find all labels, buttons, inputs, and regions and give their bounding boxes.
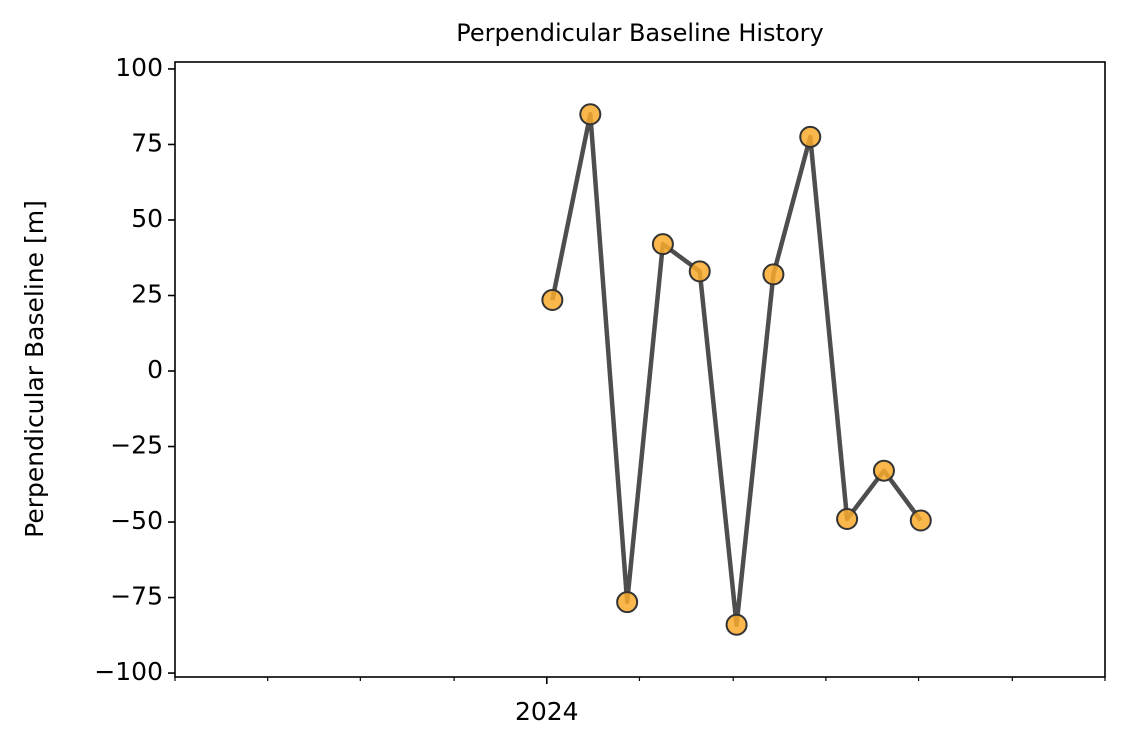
data-point	[579, 103, 602, 126]
y-tick-label: −50	[110, 506, 163, 535]
y-axis-label: Perpendicular Baseline [m]	[20, 200, 49, 538]
y-tick-label: −75	[110, 582, 163, 611]
data-point	[872, 459, 895, 482]
y-tick-label: 0	[147, 355, 163, 384]
data-point	[762, 263, 785, 286]
data-line	[550, 112, 923, 627]
data-point	[688, 260, 711, 283]
chart-title: Perpendicular Baseline History	[456, 19, 823, 47]
y-tick-label: 50	[131, 204, 163, 233]
y-tick-label: 25	[131, 279, 163, 308]
data-point	[616, 591, 639, 614]
plot-frame	[174, 61, 1106, 678]
data-point	[909, 509, 932, 532]
data-point	[725, 613, 748, 636]
data-point	[541, 289, 564, 312]
y-tick-label: 100	[115, 53, 163, 82]
data-point	[651, 233, 674, 256]
data-point	[799, 125, 822, 148]
y-tick-label: 75	[131, 128, 163, 157]
x-tick-label: 2024	[515, 697, 579, 726]
y-tick-label: −100	[94, 657, 163, 686]
y-tick-label: −25	[110, 431, 163, 460]
data-point	[836, 508, 859, 531]
